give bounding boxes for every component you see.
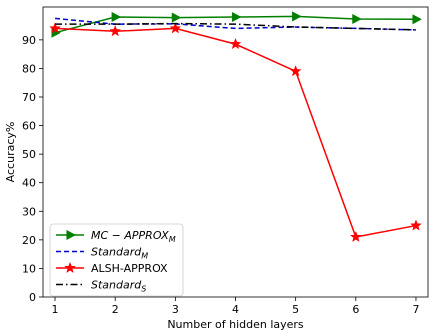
data-point: [231, 11, 242, 23]
legend-entry: StandardS: [56, 279, 146, 294]
legend-entry: StandardM: [56, 246, 148, 261]
y-tick-label: 0: [29, 291, 36, 304]
y-axis-ticks: 0 10 20 30 40 50 60 70 80 90: [22, 34, 43, 304]
data-point: [292, 11, 302, 22]
legend-box: [49, 223, 184, 297]
y-tick-label: 40: [22, 177, 36, 190]
x-tick-label: 6: [352, 303, 359, 316]
x-tick-label: 1: [52, 303, 59, 316]
y-tick-label: 90: [22, 34, 36, 47]
data-point: [229, 37, 242, 50]
data-point: [109, 25, 122, 37]
legend-entry: MC − APPROXM: [56, 229, 176, 244]
data-point: [410, 219, 422, 231]
plot-frame: [42, 6, 429, 298]
data-point: [169, 22, 182, 34]
y-tick-label: 70: [22, 91, 36, 104]
x-tick-label: 3: [172, 303, 179, 316]
x-tick-label: 5: [292, 303, 299, 316]
legend-label: ALSH-APPROX: [91, 262, 168, 275]
data-point: [289, 65, 302, 77]
y-tick-label: 80: [22, 62, 36, 75]
data-point: [64, 261, 76, 274]
series-3: [55, 22, 416, 31]
y-axis-label: Accuracy%: [4, 122, 17, 183]
series-line: [55, 22, 416, 31]
legend-label: StandardM: [91, 246, 148, 261]
y-tick-label: 60: [22, 120, 36, 133]
series-0: [51, 11, 423, 38]
x-axis-label: Number of hidden layers: [167, 318, 304, 331]
data-point: [171, 12, 182, 23]
legend-label: MC − APPROXM: [91, 229, 176, 244]
data-point: [111, 11, 122, 23]
legend-entry: ALSH-APPROX: [56, 261, 168, 275]
x-tick-label: 7: [412, 303, 419, 316]
y-tick-label: 10: [22, 262, 36, 275]
data-point: [66, 229, 77, 241]
y-tick-label: 30: [22, 205, 36, 218]
legend-label: StandardS: [91, 279, 146, 294]
data-point: [349, 230, 362, 243]
data-point: [49, 22, 61, 34]
series-line: [54, 27, 417, 238]
y-tick-label: 50: [22, 148, 36, 161]
series-2: [49, 22, 422, 243]
x-tick-label: 4: [232, 303, 239, 316]
data-point: [412, 14, 423, 25]
data-point: [352, 13, 362, 25]
y-tick-label: 20: [22, 234, 36, 247]
series-layer: [49, 11, 423, 243]
x-axis-ticks: 1 2 3 4 5 6 7: [52, 297, 419, 316]
x-tick-label: 2: [112, 303, 119, 316]
